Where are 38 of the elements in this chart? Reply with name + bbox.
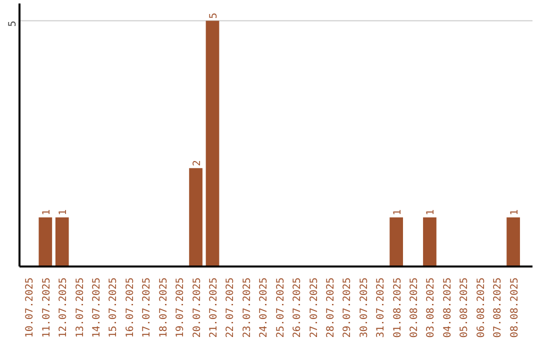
- x-tick-label: 25.07.2025: [275, 277, 286, 338]
- data-label: 5: [208, 12, 220, 19]
- x-tick-label: 08.08.2025: [509, 277, 520, 338]
- x-tick-label: 16.07.2025: [124, 277, 136, 338]
- x-tick-label: 31.07.2025: [376, 277, 387, 338]
- data-label: 1: [41, 209, 52, 216]
- x-tick-label: 23.07.2025: [242, 277, 253, 338]
- x-tick-label: 18.07.2025: [158, 277, 170, 338]
- x-tick-label: 22.07.2025: [225, 277, 236, 338]
- data-label: 1: [426, 209, 437, 216]
- x-tick-label: 04.08.2025: [442, 277, 454, 338]
- x-tick-label: 03.08.2025: [426, 277, 437, 338]
- x-tick-label: 17.07.2025: [142, 277, 153, 338]
- x-tick-label: 13.07.2025: [74, 277, 86, 338]
- x-tick-label: 05.08.2025: [459, 277, 470, 338]
- x-tick-label: 11.07.2025: [41, 277, 52, 338]
- x-tick-label: 06.08.2025: [476, 277, 487, 338]
- ref-line-label: 5: [8, 20, 18, 27]
- x-tick-label: 27.07.2025: [308, 277, 320, 338]
- data-label: 1: [392, 209, 404, 216]
- x-tick-label: 10.07.2025: [24, 277, 36, 338]
- x-tick-label: 12.07.2025: [58, 277, 70, 338]
- x-tick-label: 24.07.2025: [258, 277, 270, 338]
- data-label: 2: [192, 160, 203, 166]
- x-tick-label: 14.07.2025: [92, 277, 103, 338]
- x-tick-label: 26.07.2025: [292, 277, 304, 338]
- x-tick-label: 20.07.2025: [192, 277, 203, 338]
- x-tick-label: 29.07.2025: [342, 277, 354, 338]
- x-tick-label: 21.07.2025: [208, 277, 220, 338]
- x-tick-label: 02.08.2025: [409, 277, 420, 338]
- x-tick-label: 19.07.2025: [175, 277, 186, 338]
- x-tick-label: 30.07.2025: [358, 277, 370, 338]
- data-label: 1: [509, 209, 520, 216]
- x-tick-label: 15.07.2025: [108, 277, 120, 338]
- x-tick-label: 07.08.2025: [492, 277, 504, 338]
- x-tick-label: 01.08.2025: [392, 277, 404, 338]
- data-label: 1: [58, 209, 70, 216]
- x-tick-label: 28.07.2025: [325, 277, 336, 338]
